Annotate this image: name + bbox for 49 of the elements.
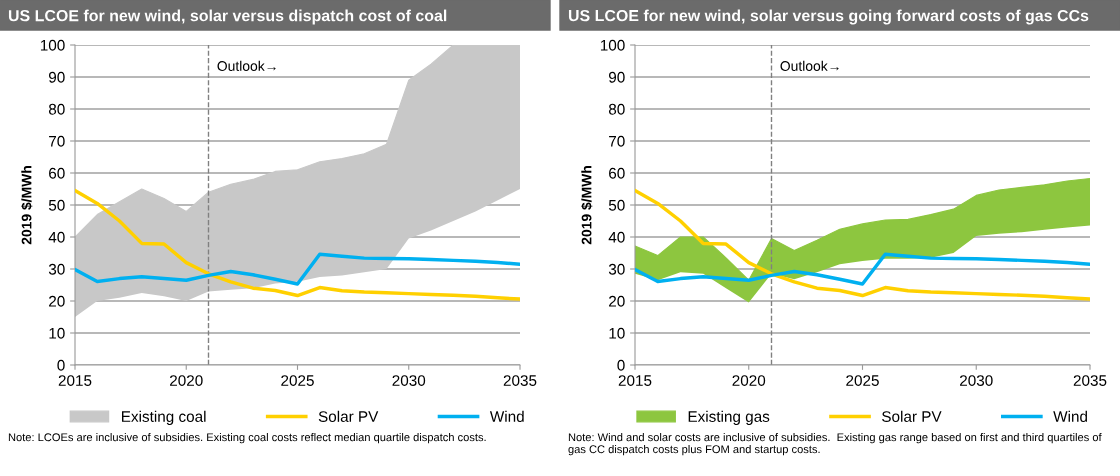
x-tick-label: 2015 — [618, 375, 652, 386]
y-tick-label: 10 — [609, 327, 625, 339]
x-tick-label: 2020 — [732, 375, 766, 386]
x-tick-label: 2030 — [392, 375, 426, 386]
text: Note: Wind and solar costs are inclusive of subsidies. Existing gas range based on first and third quartiles of gas CC dispatch costs plus FOM and startup costs. — [568, 433, 1102, 456]
y-tick-label: 70 — [49, 135, 65, 147]
y-tick-label: 30 — [48, 263, 65, 275]
y-tick-label: 50 — [48, 199, 65, 211]
y-tick-label: 70 — [609, 135, 625, 147]
chart-title: US LCOE for new wind, solar versus going forward costs of gas CCs — [568, 9, 1089, 25]
line-series — [635, 252, 1090, 286]
y-tick-label: 80 — [608, 103, 625, 115]
line-series — [75, 188, 520, 301]
line-series — [75, 252, 520, 286]
y-tick-label: 30 — [608, 263, 625, 275]
y-tick-label: 90 — [609, 71, 625, 83]
legend-label: Wind — [489, 410, 524, 422]
x-tick-label: 2020 — [170, 375, 203, 386]
y-tick-label: 60 — [609, 167, 625, 179]
x-tick-label: 2025 — [281, 375, 314, 386]
y-axis-title: 2019 $/MWh — [581, 166, 593, 245]
y-tick-label: 40 — [48, 231, 65, 243]
text: Note: LCOEs are inclusive of subsidies. Existing coal costs reflect median quartile dispatch costs. — [8, 433, 486, 444]
y-tick-label: 100 — [40, 39, 65, 51]
y-tick-label: 80 — [48, 103, 65, 115]
x-tick-label: 2035 — [1073, 375, 1107, 386]
legend-label: Solar PV — [318, 410, 379, 422]
x-tick-label: 2015 — [58, 375, 92, 386]
chart-title: US LCOE for new wind, solar versus dispatch cost of coal — [8, 9, 447, 25]
y-tick-label: 0 — [57, 359, 65, 371]
ref-line-label: Outlook→ — [780, 60, 839, 71]
legend-label: Existing coal — [122, 410, 206, 425]
ref-line-label: Outlook→ — [217, 60, 276, 71]
legend-label: Wind — [1053, 410, 1087, 422]
y-tick-label: 20 — [49, 295, 65, 307]
x-tick-label: 2030 — [960, 375, 993, 386]
y-tick-label: 100 — [600, 39, 625, 51]
x-tick-label: 2035 — [503, 375, 537, 386]
y-tick-label: 0 — [617, 359, 625, 371]
y-tick-label: 20 — [609, 295, 625, 307]
y-axis-title: 2019 $/MWh — [21, 166, 33, 245]
x-tick-label: 2025 — [846, 375, 879, 386]
legend-label: Solar PV — [882, 410, 942, 422]
y-tick-label: 50 — [608, 199, 625, 211]
y-tick-label: 10 — [49, 327, 65, 339]
y-tick-label: 90 — [49, 71, 65, 83]
y-tick-label: 60 — [49, 167, 65, 179]
legend-label: Existing gas — [688, 410, 770, 425]
y-tick-label: 40 — [608, 231, 625, 243]
